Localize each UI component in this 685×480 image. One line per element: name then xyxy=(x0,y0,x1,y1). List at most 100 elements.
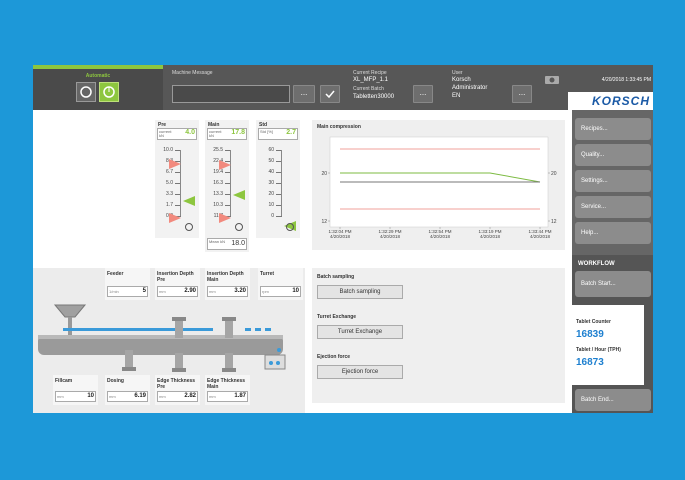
batch-start-button[interactable]: Batch Start... xyxy=(575,271,651,297)
gauge-tick xyxy=(175,205,181,206)
y-tick-label: 12 xyxy=(321,219,327,225)
gauge-tick-label: 13.3 xyxy=(213,191,223,197)
station-unit: mm xyxy=(209,394,216,399)
station-unit: mm xyxy=(57,394,64,399)
action-button[interactable]: Ejection force xyxy=(317,365,403,379)
manual-button[interactable] xyxy=(76,82,96,102)
gauge-tick-label: 0 xyxy=(271,213,274,219)
info-icon xyxy=(185,223,193,231)
gauge-tick-label: 30 xyxy=(268,180,274,186)
station-input[interactable] xyxy=(157,286,198,297)
machine-message-label: Machine Message xyxy=(172,70,213,76)
station-value: 3.20 xyxy=(234,288,246,294)
user-label: User xyxy=(452,70,463,76)
gauge-tick-label: 10.0 xyxy=(163,147,173,153)
station-input[interactable] xyxy=(157,391,198,402)
gauge-tick xyxy=(276,194,282,195)
mean-caption: Mean kN xyxy=(209,239,226,244)
station-input[interactable] xyxy=(107,391,148,402)
gauge-tick xyxy=(175,183,181,184)
station-label: Turret xyxy=(260,271,275,277)
batch-end-button[interactable]: Batch End... xyxy=(575,389,651,411)
action-label: Turret Exchange xyxy=(317,314,357,320)
station-unit: mm xyxy=(159,289,166,294)
recipe-label: Current Recipe xyxy=(353,70,387,76)
gauge-tick-label: 50 xyxy=(268,158,274,164)
x-tick-label-box: 1:33:19 PM 4/20/2018 xyxy=(478,229,502,239)
gauge-tick xyxy=(276,216,282,217)
action-label: Batch sampling xyxy=(317,274,355,280)
gauge-marker xyxy=(219,160,231,170)
gauge-tick xyxy=(225,194,231,195)
y-tick-label: 20 xyxy=(321,171,327,177)
gauge-tick xyxy=(225,205,231,206)
station-value: 1.87 xyxy=(234,393,246,399)
gauge-tick xyxy=(175,172,181,173)
station-label: Edge Thickness Pre xyxy=(157,378,196,390)
recipe-value: XL_MFP_1.1 xyxy=(353,77,389,83)
gauge-tick-label: 3.3 xyxy=(166,191,173,197)
station-unit: mm xyxy=(109,394,116,399)
gauge-scale xyxy=(180,150,181,216)
station-input[interactable] xyxy=(207,286,248,297)
menu-button[interactable]: Recipes... xyxy=(575,118,651,140)
station-input[interactable] xyxy=(207,391,248,402)
acknowledge-button[interactable] xyxy=(320,85,340,103)
gauge-marker xyxy=(169,159,181,169)
menu-button[interactable]: Quality... xyxy=(575,144,651,166)
action-button[interactable]: Turret Exchange xyxy=(317,325,403,339)
gauge-tick xyxy=(276,183,282,184)
station-unit: mm xyxy=(209,289,216,294)
action-button[interactable]: Batch sampling xyxy=(317,285,403,299)
gauge-tick-label: 60 xyxy=(268,147,274,153)
station-unit: mm xyxy=(159,394,166,399)
gauge-tick-label: 22.4 xyxy=(213,158,223,164)
gauge-panel xyxy=(205,120,249,252)
gauge-marker xyxy=(183,196,195,206)
counter-panel xyxy=(572,305,644,385)
action-label: Ejection force xyxy=(317,354,351,360)
gauge-tick xyxy=(225,161,231,162)
station-input[interactable] xyxy=(107,286,148,297)
user-more-button[interactable]: ... xyxy=(512,85,532,103)
camera-icon[interactable] xyxy=(544,73,560,85)
gauge-caption: current kN xyxy=(209,129,222,138)
x-tick-label-box: 1:33:44 PM 4/20/2018 xyxy=(528,229,551,239)
gauge-tick-label: 16.3 xyxy=(213,180,223,186)
gauge-value: 2.7 xyxy=(286,129,296,136)
station-input[interactable] xyxy=(260,286,301,297)
gauge-label: Pre xyxy=(158,122,167,128)
gauge-marker xyxy=(219,213,231,223)
gauge-box xyxy=(157,128,197,140)
menu-button[interactable]: Settings... xyxy=(575,170,651,192)
x-tick-label: 1:32:29 PM 4/20/2018 xyxy=(378,229,402,239)
gauge-tick xyxy=(225,216,231,217)
batch-more-button[interactable]: ... xyxy=(413,85,433,103)
message-more-button[interactable]: ... xyxy=(293,85,315,103)
station-label: Dosing xyxy=(107,378,124,384)
station-unit: rpm xyxy=(262,289,269,294)
tph-value: 16873 xyxy=(576,357,604,368)
gauge-tick xyxy=(225,183,231,184)
gauge-tick xyxy=(225,172,231,173)
station-label: Edge Thickness Main xyxy=(207,378,246,390)
station-label: Insertion Depth Pre xyxy=(157,271,194,283)
auto-button[interactable] xyxy=(99,82,119,102)
menu-button[interactable]: Service... xyxy=(575,196,651,218)
workflow-title: WORKFLOW xyxy=(578,261,615,267)
machine-diagram xyxy=(38,304,286,372)
x-tick-label-box: 1:32:54 PM 4/20/2018 xyxy=(428,229,451,239)
gauge-scale xyxy=(281,150,282,216)
x-tick-label: 1:32:04 PM 4/20/2018 xyxy=(328,229,352,239)
menu-button[interactable]: Help... xyxy=(575,222,651,244)
user-line: Korsch xyxy=(452,77,471,83)
station-unit: 1/min xyxy=(109,289,119,294)
chart-panel: Main compression 12 20 12 20 1:32:04 PM 4/20… xyxy=(312,120,565,250)
icon xyxy=(80,86,92,98)
gauge-scale xyxy=(230,150,231,216)
logo: KORSCH xyxy=(568,92,653,110)
x-tick-label: 1:33:19 PM 4/20/2018 xyxy=(478,229,502,239)
station-value: 2.82 xyxy=(184,393,196,399)
station-input[interactable] xyxy=(55,391,96,402)
